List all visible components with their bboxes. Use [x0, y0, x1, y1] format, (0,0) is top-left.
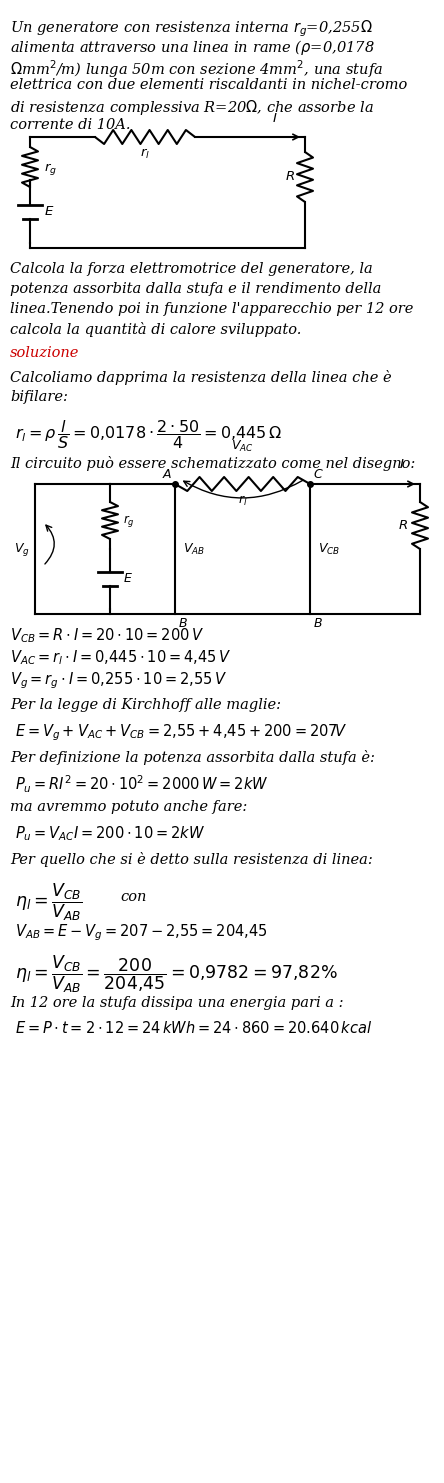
- Text: $R$: $R$: [398, 519, 408, 532]
- Text: con: con: [120, 890, 147, 905]
- Text: $V_g = r_g \cdot I = 0{,}255 \cdot 10 = 2{,}55\,V$: $V_g = r_g \cdot I = 0{,}255 \cdot 10 = …: [10, 670, 227, 691]
- Text: elettrica con due elementi riscaldanti in nichel-cromo: elettrica con due elementi riscaldanti i…: [10, 79, 407, 92]
- Text: alimenta attraverso una linea in rame ($\rho$=0,0178: alimenta attraverso una linea in rame ($…: [10, 39, 375, 56]
- Text: $V_{AC} = r_l \cdot I = 0{,}445 \cdot 10 = 4{,}45\,V$: $V_{AC} = r_l \cdot I = 0{,}445 \cdot 10…: [10, 648, 231, 667]
- Text: $V_{AC}$: $V_{AC}$: [231, 439, 254, 454]
- Text: $\eta_l = \dfrac{V_{CB}}{V_{AB}} = \dfrac{200}{204{,}45} = 0{,}9782 = 97{,}82\%$: $\eta_l = \dfrac{V_{CB}}{V_{AB}} = \dfra…: [15, 954, 338, 995]
- Text: $E = P \cdot t = 2 \cdot 12 = 24\,kWh = 24 \cdot 860 = 20.640\,kcal$: $E = P \cdot t = 2 \cdot 12 = 24\,kWh = …: [15, 1020, 372, 1037]
- Text: $\eta_l = \dfrac{V_{CB}}{V_{AB}}$: $\eta_l = \dfrac{V_{CB}}{V_{AB}}$: [15, 882, 83, 924]
- Text: $V_{AB}$: $V_{AB}$: [183, 541, 205, 556]
- Text: Il circuito può essere schematizzato come nel disegno:: Il circuito può essere schematizzato com…: [10, 455, 415, 472]
- Text: $B$: $B$: [313, 617, 323, 630]
- Text: $V_{CB} = R \cdot I = 20 \cdot 10 = 200\,V$: $V_{CB} = R \cdot I = 20 \cdot 10 = 200\…: [10, 626, 204, 645]
- Text: $r_g$: $r_g$: [44, 162, 57, 176]
- Text: $V_g$: $V_g$: [14, 540, 30, 558]
- Text: soluzione: soluzione: [10, 346, 79, 360]
- Text: calcola la quantità di calore sviluppato.: calcola la quantità di calore sviluppato…: [10, 322, 301, 337]
- Text: $R$: $R$: [285, 171, 295, 184]
- Text: $P_u = V_{AC}I = 200 \cdot 10 = 2kW$: $P_u = V_{AC}I = 200 \cdot 10 = 2kW$: [15, 825, 205, 842]
- Text: linea.Tenendo poi in funzione l'apparecchio per 12 ore: linea.Tenendo poi in funzione l'apparecc…: [10, 303, 413, 316]
- Text: $r_l$: $r_l$: [238, 494, 247, 509]
- Text: Per definizione la potenza assorbita dalla stufa è:: Per definizione la potenza assorbita dal…: [10, 750, 375, 765]
- Text: di resistenza complessiva R=20$\Omega$, che assorbe la: di resistenza complessiva R=20$\Omega$, …: [10, 98, 374, 117]
- Text: Un generatore con resistenza interna $r_g$=0,255$\Omega$: Un generatore con resistenza interna $r_…: [10, 18, 373, 39]
- Text: $\Omega$mm$^2$/m) lunga 50m con sezione 4mm$^2$, una stufa: $\Omega$mm$^2$/m) lunga 50m con sezione …: [10, 58, 383, 80]
- Text: Calcola la forza elettromotrice del generatore, la: Calcola la forza elettromotrice del gene…: [10, 262, 373, 276]
- Text: $r_l = \rho\,\dfrac{l}{S} = 0{,}0178 \cdot \dfrac{2 \cdot 50}{4} = 0{,}445\,\Ome: $r_l = \rho\,\dfrac{l}{S} = 0{,}0178 \cd…: [15, 418, 282, 451]
- Text: $I$: $I$: [272, 113, 278, 125]
- Text: $I$: $I$: [399, 458, 405, 472]
- Text: $r_l$: $r_l$: [140, 147, 150, 162]
- Text: $E$: $E$: [123, 572, 133, 586]
- Text: potenza assorbita dalla stufa e il rendimento della: potenza assorbita dalla stufa e il rendi…: [10, 282, 381, 297]
- Text: $P_u = RI^2 = 20 \cdot 10^2 = 2000\,W = 2kW$: $P_u = RI^2 = 20 \cdot 10^2 = 2000\,W = …: [15, 774, 269, 795]
- Text: $V_{CB}$: $V_{CB}$: [318, 541, 340, 556]
- Text: Per la legge di Kirchhoff alle maglie:: Per la legge di Kirchhoff alle maglie:: [10, 698, 281, 712]
- Text: $E$: $E$: [44, 205, 54, 218]
- Text: corrente di 10A.: corrente di 10A.: [10, 119, 131, 132]
- Text: bifilare:: bifilare:: [10, 390, 68, 403]
- Text: Per quello che si è detto sulla resistenza di linea:: Per quello che si è detto sulla resisten…: [10, 853, 373, 868]
- Text: $r_g$: $r_g$: [123, 513, 135, 529]
- Text: $E = V_g + V_{AC} + V_{CB} = 2{,}55 + 4{,}45 + 200 = 207V$: $E = V_g + V_{AC} + V_{CB} = 2{,}55 + 4{…: [15, 722, 348, 743]
- Text: $C$: $C$: [313, 469, 324, 480]
- Text: In 12 ore la stufa dissipa una energia pari a :: In 12 ore la stufa dissipa una energia p…: [10, 997, 344, 1010]
- Text: $A$: $A$: [162, 469, 172, 480]
- Text: $V_{AB} = E - V_g = 207 - 2{,}55 = 204{,}45$: $V_{AB} = E - V_g = 207 - 2{,}55 = 204{,…: [15, 922, 268, 943]
- Text: $B$: $B$: [178, 617, 188, 630]
- Text: ma avremmo potuto anche fare:: ma avremmo potuto anche fare:: [10, 799, 247, 814]
- Text: Calcoliamo dapprima la resistenza della linea che è: Calcoliamo dapprima la resistenza della …: [10, 369, 392, 386]
